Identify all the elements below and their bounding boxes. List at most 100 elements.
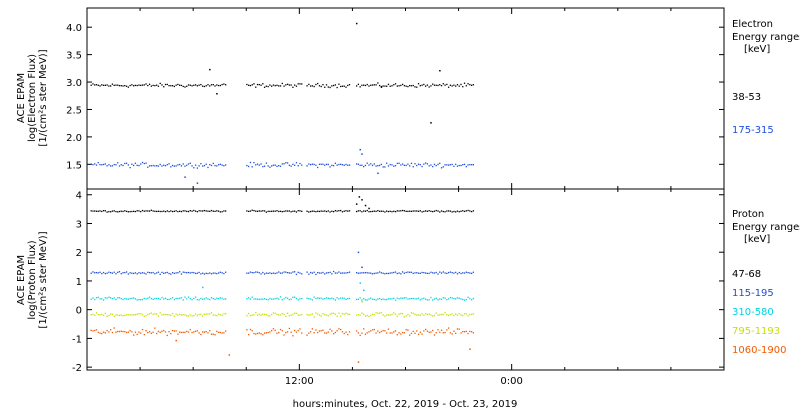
data-point [412, 272, 414, 275]
data-point [446, 164, 448, 166]
data-point [311, 210, 314, 212]
data-point [336, 315, 338, 317]
data-point [409, 165, 411, 167]
data-point [368, 331, 370, 333]
data-point [221, 332, 223, 334]
electron-ylabel: ACE EPAM log(Electron Flux) [1/(cm²s ste… [16, 49, 49, 146]
data-point [92, 313, 94, 315]
data-point [253, 314, 255, 316]
data-point [331, 164, 333, 167]
data-point [363, 272, 365, 274]
data-point [251, 314, 253, 316]
data-point [401, 271, 404, 273]
data-point [460, 83, 462, 86]
data-point [133, 297, 135, 299]
data-point [416, 330, 418, 332]
data-point [110, 329, 112, 331]
data-point [355, 298, 358, 301]
data-point [458, 85, 460, 87]
data-point [285, 271, 287, 273]
data-point [285, 210, 287, 212]
data-point [214, 272, 216, 274]
data-point [179, 313, 181, 315]
data-point [196, 182, 199, 184]
data-point [442, 297, 444, 299]
data-point [202, 85, 204, 87]
data-point [97, 210, 99, 212]
data-point [325, 332, 328, 334]
data-point [164, 331, 167, 333]
data-point [306, 334, 308, 336]
data-point [140, 299, 142, 301]
data-point [290, 331, 292, 333]
data-point [403, 272, 406, 274]
data-point [423, 297, 425, 299]
data-point [95, 329, 98, 331]
data-point [154, 165, 156, 167]
data-point [410, 210, 413, 213]
data-point [317, 210, 319, 212]
data-point [99, 314, 101, 316]
data-point [396, 315, 398, 317]
data-point [225, 312, 227, 315]
data-point [138, 210, 140, 212]
data-point [129, 210, 131, 213]
data-point [313, 296, 315, 298]
data-point [338, 210, 340, 212]
data-point [145, 83, 147, 85]
data-point [458, 271, 460, 274]
data-point [336, 86, 338, 89]
data-point [299, 272, 301, 274]
data-point [189, 162, 191, 164]
data-point [311, 272, 314, 274]
data-point [472, 210, 475, 212]
data-point [92, 83, 94, 85]
data-point [437, 210, 439, 212]
data-point [212, 272, 214, 274]
data-point [341, 331, 344, 333]
data-point [288, 164, 291, 166]
data-point [357, 210, 360, 212]
data-point [343, 313, 345, 315]
data-point [246, 210, 248, 212]
data-point [143, 84, 145, 86]
data-point [387, 328, 390, 330]
data-point [200, 273, 202, 275]
data-point [396, 162, 398, 165]
data-point [129, 84, 131, 87]
data-point [412, 330, 414, 333]
data-point [465, 85, 467, 87]
data-point [251, 209, 253, 211]
data-point [389, 85, 391, 87]
proton-legend-subtitle: Energy ranges [732, 222, 800, 233]
data-point [439, 314, 441, 316]
data-point [133, 272, 135, 275]
data-point [363, 313, 365, 315]
data-point [370, 272, 372, 274]
data-point [90, 314, 92, 316]
data-point [104, 297, 106, 299]
data-point [343, 85, 345, 87]
data-point [463, 313, 466, 315]
data-point [145, 330, 147, 332]
data-point [315, 273, 317, 276]
data-point [361, 299, 363, 301]
data-point [347, 210, 349, 212]
data-point [95, 312, 98, 314]
data-point [416, 298, 418, 300]
data-point [359, 148, 361, 151]
data-point [329, 166, 331, 168]
data-point [134, 272, 137, 274]
data-point [113, 297, 115, 299]
data-point [265, 211, 268, 213]
data-point [156, 84, 158, 86]
data-point [394, 271, 397, 273]
data-point [437, 84, 439, 87]
data-point [446, 314, 448, 316]
data-point [99, 271, 101, 273]
data-point [118, 165, 121, 167]
data-point [173, 165, 176, 167]
data-point [340, 163, 342, 165]
data-point [382, 272, 384, 274]
data-point [253, 161, 255, 164]
